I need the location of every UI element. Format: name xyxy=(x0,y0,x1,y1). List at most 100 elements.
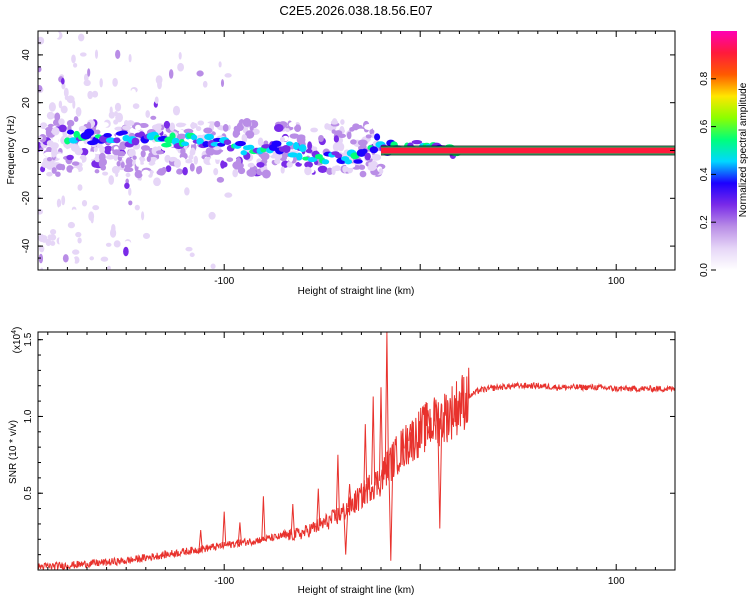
noise-blob xyxy=(57,206,65,214)
noise-blob xyxy=(216,176,225,183)
noise-blob xyxy=(81,199,88,207)
noise-blob xyxy=(60,136,65,145)
snr-dip xyxy=(388,462,394,561)
noise-blob xyxy=(67,221,75,229)
noise-blob xyxy=(196,70,204,77)
noise-blob xyxy=(123,246,129,257)
snr-y-tick-label: 0.5 xyxy=(23,486,34,500)
ridge-blob xyxy=(118,130,128,135)
band-blob xyxy=(43,151,54,157)
noise-blob xyxy=(39,111,43,119)
noise-blob xyxy=(61,195,66,206)
noise-blob xyxy=(128,187,132,196)
band-blob xyxy=(235,157,242,166)
snr-x-tick-label: -100 xyxy=(214,576,234,587)
noise-blob xyxy=(77,237,82,244)
snr-multiplier-close: ) xyxy=(12,327,23,330)
noise-blob xyxy=(100,256,109,262)
band-blob xyxy=(66,154,74,161)
ridge-blob xyxy=(305,148,313,154)
spectrogram-panel: 40 20 0 -20 -40 -100 100 Height of straight li… xyxy=(6,30,676,297)
colorbar-tick-label: 0.6 xyxy=(699,119,710,133)
noise-blob xyxy=(105,242,112,247)
noise-blob xyxy=(218,61,222,68)
band-blob xyxy=(155,159,165,166)
noise-blob xyxy=(130,88,136,96)
noise-blob xyxy=(128,54,132,63)
noise-blob xyxy=(134,204,140,211)
band-blob xyxy=(332,142,340,152)
band-blob xyxy=(87,151,96,160)
colorbar-tick-label: 0.8 xyxy=(699,71,710,85)
band-blob xyxy=(279,136,286,143)
band-blob xyxy=(237,167,246,175)
band-blob xyxy=(71,167,79,177)
noise-blob xyxy=(185,246,193,252)
ridge-blob xyxy=(169,132,176,140)
band-blob xyxy=(356,128,366,134)
colorbar-gradient xyxy=(711,31,737,270)
band-blob xyxy=(248,162,255,168)
noise-blob xyxy=(156,60,163,69)
noise-blob xyxy=(208,211,216,220)
band-blob xyxy=(193,155,199,165)
band-blob xyxy=(66,165,74,173)
spectrogram-heatmap xyxy=(38,31,675,270)
colorbar-label: Normalized spectral amplitude xyxy=(738,82,749,217)
band-blob xyxy=(232,168,239,178)
snr-spike xyxy=(222,511,227,546)
noise-blob xyxy=(38,262,43,269)
snr-xlabel: Height of straight line (km) xyxy=(298,585,415,596)
ridge-blob xyxy=(64,137,71,145)
noise-blob xyxy=(120,161,125,169)
band-blob xyxy=(326,167,334,175)
noise-blob xyxy=(75,107,82,117)
ridge-blob xyxy=(181,141,189,147)
x-tick-label: -100 xyxy=(214,276,234,287)
noise-blob xyxy=(113,240,121,248)
noise-blob xyxy=(70,209,78,218)
band-blob xyxy=(249,125,254,131)
noise-blob xyxy=(39,245,45,253)
noise-blob xyxy=(196,251,202,261)
band-blob xyxy=(119,141,127,151)
noise-blob xyxy=(111,210,118,216)
band-blob xyxy=(226,157,234,162)
noise-blob xyxy=(53,176,58,183)
ridge-blob xyxy=(293,142,300,150)
noise-blob xyxy=(169,203,176,212)
band-blob xyxy=(358,164,366,170)
ridge-blob xyxy=(204,133,215,141)
noise-blob xyxy=(194,222,202,228)
noise-blob xyxy=(38,208,43,215)
band-blob xyxy=(156,150,164,155)
band-blob xyxy=(95,129,101,135)
band-blob xyxy=(304,121,315,126)
noise-blob xyxy=(91,90,99,98)
band-blob xyxy=(111,165,120,174)
band-blob xyxy=(304,161,313,168)
band-blob xyxy=(190,122,196,130)
band-blob xyxy=(357,125,363,130)
band-blob xyxy=(211,148,222,155)
noise-blob xyxy=(149,200,153,209)
noise-blob xyxy=(92,205,100,211)
snr-x-tick-label: 100 xyxy=(608,576,625,587)
band-blob xyxy=(364,124,373,130)
y-tick-label: -40 xyxy=(21,238,32,253)
noise-blob xyxy=(38,253,44,264)
noise-blob xyxy=(200,221,208,228)
noise-blob xyxy=(84,85,93,91)
band-blob xyxy=(102,122,109,128)
noise-blob xyxy=(108,237,113,245)
band-blob xyxy=(222,124,229,132)
band-blob xyxy=(58,124,67,133)
snr-spike xyxy=(371,396,376,485)
band-blob xyxy=(257,137,264,146)
ridge-blob xyxy=(374,133,381,141)
band-blob xyxy=(122,125,132,131)
band-blob xyxy=(357,139,368,146)
ridge-blob xyxy=(281,145,291,153)
band-blob xyxy=(331,129,337,134)
